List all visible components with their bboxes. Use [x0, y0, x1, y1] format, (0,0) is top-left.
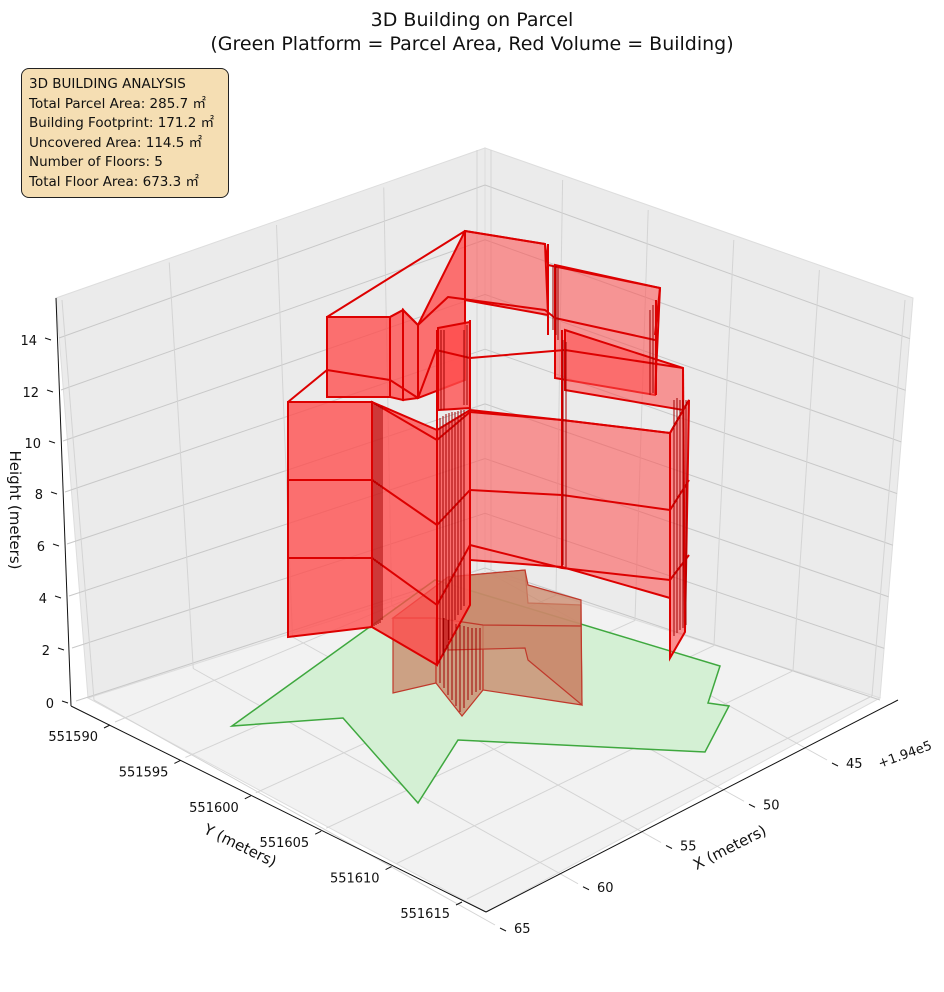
x-tick-label: 65: [514, 922, 531, 937]
z-tick-label: 14: [20, 334, 37, 349]
y-grid-line: [871, 299, 906, 697]
z-tick-mark: [57, 647, 65, 651]
z-axis-label: Height (meters): [6, 451, 24, 570]
y-tick-mark: [385, 866, 392, 871]
y-grid-line: [713, 239, 735, 646]
y-axis-line: [70, 705, 487, 913]
x-grid-line: [93, 699, 496, 926]
y-grid-line: [466, 695, 873, 900]
axis-ticks: 0 2 4 6 8 10 12 14 551590 551595 551600 551605 55161…: [20, 334, 862, 937]
building-wall-top-left: [326, 316, 391, 398]
x-tick-mark: [582, 886, 590, 891]
x-grid-line: [168, 262, 194, 669]
analysis-info-box: 3D BUILDING ANALYSIS Total Parcel Area: …: [21, 68, 229, 198]
info-box-title: 3D BUILDING ANALYSIS: [29, 76, 186, 92]
floor-slab-edge: [287, 349, 684, 403]
info-line-uncovered: Uncovered Area: 114.5 ㎡: [29, 134, 203, 151]
z-tick-label: 6: [37, 540, 45, 555]
z-grid-line: [484, 184, 910, 340]
y-tick-mark: [455, 901, 463, 906]
strip-group: [439, 410, 465, 660]
building-wall-right: [561, 418, 671, 600]
z-axis-line: [55, 297, 72, 707]
z-tick-label: 4: [39, 592, 47, 607]
y-tick-mark: [244, 795, 252, 800]
y-grid-line: [792, 269, 820, 671]
x-tick-mark: [665, 845, 673, 849]
y-tick-label: 551590: [48, 730, 98, 745]
z-grid-line: [60, 239, 486, 391]
z-tick-mark: [50, 491, 58, 495]
x-grid-line: [193, 668, 579, 885]
x-tick-mark: [748, 803, 756, 808]
x-axis-label: X (meters): [690, 821, 769, 873]
z-tick-mark: [61, 700, 69, 704]
info-line-footprint: Building Footprint: 171.2 ㎡: [29, 115, 215, 131]
y-tick-label: 551600: [189, 801, 239, 816]
z-tick-label: 10: [24, 437, 41, 452]
z-tick-mark: [46, 389, 54, 393]
x-tick-label: 55: [680, 840, 697, 855]
y-grid-line: [396, 670, 794, 865]
y-tick-label: 551610: [330, 872, 380, 887]
strip-group: [373, 404, 383, 626]
x-tick-label: 45: [846, 757, 863, 772]
info-line-floor-area: Total Floor Area: 673.3 ㎡: [29, 173, 200, 190]
axis-lines: [55, 297, 899, 913]
strip-group: [673, 398, 687, 636]
z-tick-mark: [54, 595, 62, 599]
z-tick-label: 8: [35, 488, 43, 503]
z-tick-label: 0: [46, 697, 54, 712]
strip-group: [649, 305, 654, 395]
x-tick-mark: [831, 762, 839, 767]
y-tick-label: 551605: [260, 836, 310, 851]
y-tick-label: 551595: [119, 765, 169, 780]
z-tick-label: 12: [22, 386, 39, 401]
y-tick-mark: [314, 830, 322, 835]
info-line-parcel-area: Total Parcel Area: 285.7 ㎡: [29, 95, 206, 112]
strip-group: [440, 325, 468, 410]
z-tick-mark: [52, 543, 60, 547]
y-tick-label: 551615: [400, 907, 450, 922]
x-axis-offset-text: +1.94e5: [876, 738, 934, 771]
floor-slab-edge: [326, 230, 661, 336]
curved-wall-strips: [373, 266, 687, 712]
z-tick-mark: [48, 440, 56, 444]
building-wall-upper-front: [437, 320, 471, 412]
building-wall-top-back: [464, 229, 550, 317]
x-grid-line: [61, 299, 95, 701]
z-grid-line: [62, 293, 486, 442]
strip-group: [562, 340, 567, 567]
x-tick-mark: [499, 927, 507, 932]
building-volume: [287, 229, 690, 717]
z-tick-label: 2: [42, 644, 50, 659]
y-tick-mark: [103, 724, 111, 729]
building-wall-left: [287, 401, 373, 639]
chart-title: 3D Building on Parcel: [371, 9, 574, 31]
building-wall-right: [469, 408, 563, 569]
strip-group: [552, 266, 559, 340]
strip-group: [439, 618, 481, 712]
x-tick-label: 50: [763, 798, 780, 813]
chart-subtitle: (Green Platform = Parcel Area, Red Volum…: [210, 33, 733, 55]
y-tick-mark: [174, 759, 181, 764]
x-tick-label: 60: [597, 881, 614, 896]
z-grid-line: [484, 348, 898, 495]
z-grid-line: [58, 184, 486, 339]
z-tick-mark: [44, 337, 52, 341]
x-axis-line: [485, 699, 899, 913]
info-line-floors: Number of Floors: 5: [29, 154, 163, 170]
